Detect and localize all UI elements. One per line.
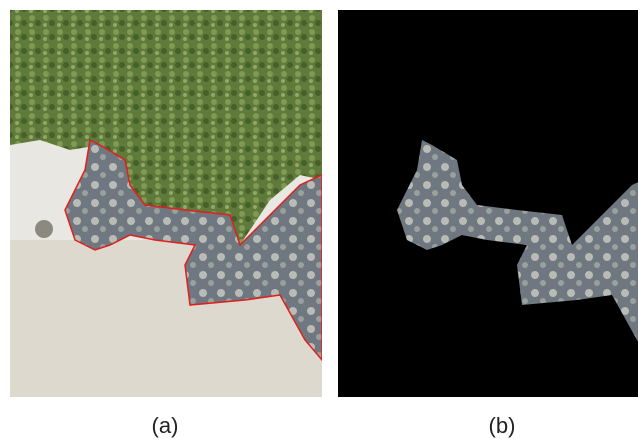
figure: (a) (b)	[0, 0, 638, 440]
panel-label: (b)	[489, 413, 516, 438]
panel-label: (a)	[152, 413, 179, 438]
image-a	[10, 10, 322, 397]
image-b	[338, 10, 638, 397]
